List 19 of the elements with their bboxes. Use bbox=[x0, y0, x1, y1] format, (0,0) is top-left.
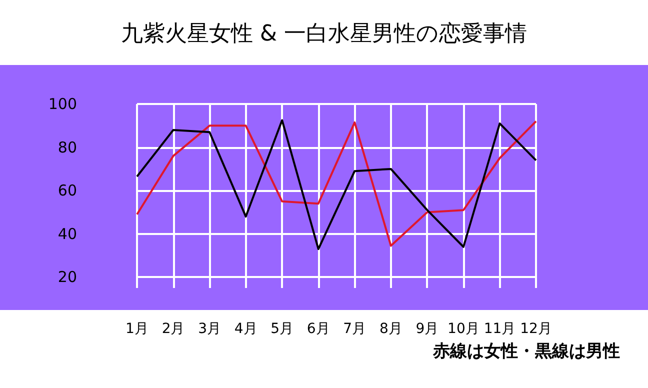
x-tick-label: 6月 bbox=[306, 321, 330, 337]
y-tick-label: 100 bbox=[48, 95, 77, 113]
y-tick-label: 20 bbox=[58, 268, 77, 286]
x-tick-label: 11月 bbox=[484, 321, 516, 337]
y-tick-label: 40 bbox=[58, 224, 77, 243]
chart-title: 九紫火星女性 & 一白水星男性の恋愛事情 bbox=[120, 22, 528, 46]
x-tick-label: 1月 bbox=[126, 321, 148, 337]
x-tick-label: 9月 bbox=[416, 321, 439, 337]
x-tick-label: 10月 bbox=[448, 321, 480, 337]
x-tick-label: 7月 bbox=[343, 321, 366, 337]
x-tick-label: 2月 bbox=[162, 321, 185, 337]
y-tick-label: 80 bbox=[58, 138, 77, 156]
x-tick-label: 5月 bbox=[270, 321, 294, 337]
x-tick-label: 8月 bbox=[379, 321, 402, 337]
x-tick-label: 12月 bbox=[520, 321, 552, 337]
y-tick-label: 60 bbox=[58, 182, 77, 200]
x-tick-label: 3月 bbox=[198, 321, 222, 337]
x-tick-label: 4月 bbox=[234, 321, 258, 337]
text: 赤線は女性・黒線は男性 bbox=[432, 342, 620, 362]
